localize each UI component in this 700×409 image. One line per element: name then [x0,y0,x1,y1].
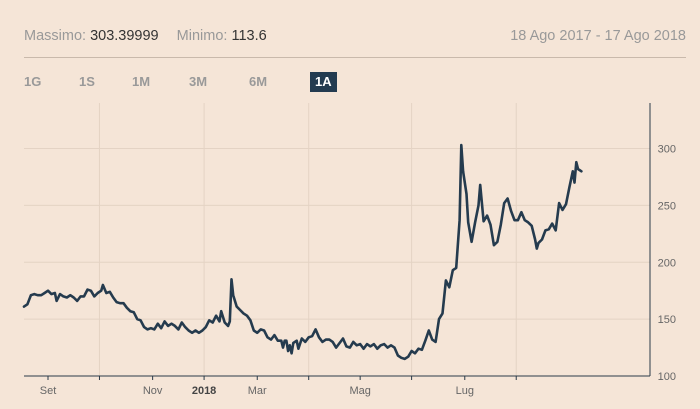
y-tick-label: 100 [658,371,676,383]
grid-layer [24,103,650,376]
min-label: Minimo: [176,28,228,44]
tab-1m[interactable]: 1M [132,74,151,89]
max-label: Massimo: [24,28,87,44]
max-value: 303.39999 [90,28,159,44]
date-range: 18 Ago 2017 - 17 Ago 2018 [510,28,686,44]
y-tick-label: 150 [658,314,676,326]
line-layer [22,143,583,361]
summary-header: Massimo: 303.39999 Minimo: 113.6 18 Ago … [24,28,686,52]
tab-1s[interactable]: 1S [79,74,95,89]
x-tick-label: 2018 [192,385,216,397]
header-divider [24,57,686,58]
x-tick-label: Nov [143,385,163,397]
price-series-line [22,143,583,361]
x-tick-label: Mag [349,385,370,397]
y-tick-label: 250 [658,200,676,212]
x-tick-label: Mar [248,385,267,397]
tab-1g[interactable]: 1G [24,74,42,89]
tab-6m[interactable]: 6M [249,74,268,89]
tab-3m[interactable]: 3M [189,74,208,89]
y-tick-label: 200 [658,257,676,269]
x-tick-label: Lug [456,385,474,397]
axis-layer: 100 150 200 250 300 Set Nov 2018 Mar Mag Lug [24,103,676,397]
tab-1a[interactable]: 1A [310,72,337,92]
x-tick-label: Set [40,385,57,397]
y-tick-label: 300 [658,144,676,156]
min-value: 113.6 [231,28,267,44]
